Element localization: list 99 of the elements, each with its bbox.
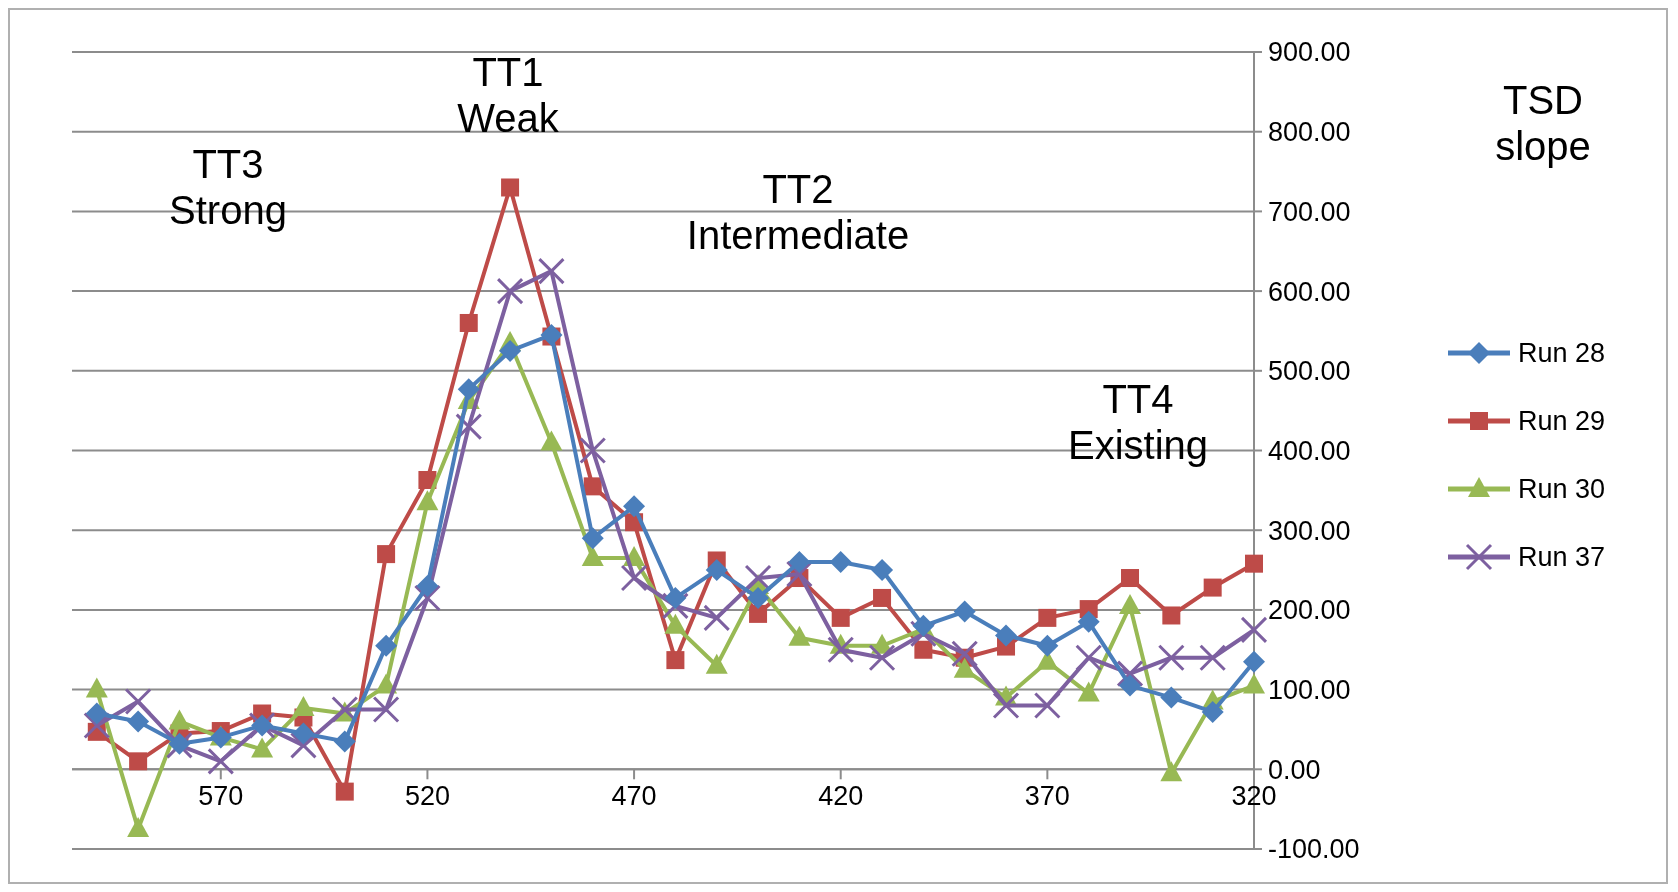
- point: [749, 604, 768, 623]
- legend-label: Run 28: [1518, 338, 1606, 369]
- point: [459, 313, 478, 332]
- point: [705, 653, 728, 674]
- point: [664, 613, 687, 634]
- y-tick-label: 200.00: [1268, 595, 1351, 626]
- point: [829, 551, 852, 574]
- point: [537, 257, 565, 285]
- point: [666, 651, 685, 670]
- point: [953, 600, 976, 623]
- point: [375, 634, 398, 657]
- point: [831, 608, 850, 627]
- point: [1199, 644, 1227, 672]
- y-tick-label: 300.00: [1268, 515, 1351, 546]
- legend-label: Run 29: [1518, 406, 1606, 437]
- point: [1162, 606, 1181, 625]
- point: [871, 559, 894, 582]
- point: [416, 490, 439, 511]
- point: [1240, 616, 1268, 644]
- point: [664, 586, 687, 609]
- point: [1243, 673, 1265, 694]
- point: [788, 551, 811, 574]
- point: [995, 624, 1018, 647]
- annotation: TT3 Strong: [169, 142, 287, 232]
- point: [457, 378, 480, 401]
- y-tick-label: 100.00: [1268, 675, 1351, 706]
- point: [168, 709, 191, 730]
- point: [372, 696, 400, 724]
- point: [703, 604, 731, 632]
- point: [1203, 578, 1222, 597]
- point: [292, 722, 315, 745]
- point: [292, 695, 315, 716]
- point: [873, 588, 892, 607]
- point: [251, 737, 274, 758]
- legend-label: Run 30: [1518, 474, 1606, 505]
- point: [1157, 644, 1185, 672]
- point: [1077, 681, 1100, 702]
- point: [581, 527, 604, 550]
- point: [953, 657, 976, 678]
- point: [744, 564, 772, 592]
- annotation: TT2 Intermediate: [686, 167, 910, 257]
- x-tick-label: 570: [198, 781, 244, 812]
- point: [129, 752, 148, 771]
- point: [1160, 686, 1183, 709]
- point: [579, 437, 607, 464]
- y-tick-label: 500.00: [1268, 356, 1351, 387]
- point: [85, 677, 108, 698]
- point: [747, 586, 770, 609]
- point: [992, 692, 1020, 720]
- x-tick-label: 470: [611, 781, 657, 812]
- point: [581, 546, 604, 567]
- point: [1121, 569, 1140, 588]
- point: [416, 574, 439, 597]
- legend-label: Run 37: [1518, 542, 1606, 573]
- point: [333, 730, 356, 753]
- point: [583, 477, 602, 496]
- point: [1077, 610, 1100, 633]
- x-tick-label: 420: [818, 781, 864, 812]
- x-tick-label: 370: [1024, 781, 1070, 812]
- point: [788, 625, 811, 646]
- y-tick-label: -100.00: [1268, 834, 1360, 865]
- point: [124, 688, 152, 716]
- point: [951, 640, 979, 668]
- point: [868, 644, 896, 672]
- x-tick-label: 520: [404, 781, 450, 812]
- point: [1160, 761, 1183, 782]
- point: [1119, 593, 1142, 614]
- y-tick-label: 900.00: [1268, 37, 1351, 68]
- point: [1038, 608, 1057, 627]
- annotation: TT1 Weak: [457, 50, 560, 140]
- point: [1119, 674, 1142, 697]
- point: [1245, 554, 1263, 573]
- point: [1033, 692, 1061, 720]
- point: [496, 277, 524, 305]
- point: [85, 702, 108, 725]
- point: [501, 178, 520, 197]
- point: [127, 710, 150, 733]
- annotation: TT4 Existing: [1067, 377, 1209, 467]
- point: [1075, 644, 1103, 672]
- y-tick-label: 800.00: [1268, 117, 1351, 148]
- point: [827, 636, 855, 664]
- y-tick-label: 400.00: [1268, 435, 1351, 466]
- y-axis-title: TSD slope: [1495, 78, 1591, 168]
- y-tick-label: 700.00: [1268, 196, 1351, 227]
- point: [914, 640, 933, 659]
- point: [623, 495, 646, 518]
- y-tick-label: 600.00: [1268, 276, 1351, 307]
- point: [499, 339, 522, 362]
- point: [335, 782, 354, 801]
- point: [331, 696, 359, 724]
- point: [1243, 650, 1265, 673]
- point: [705, 559, 728, 582]
- point: [127, 817, 150, 838]
- point: [377, 545, 396, 564]
- point: [1036, 634, 1059, 657]
- point: [620, 564, 648, 592]
- point: [207, 747, 235, 775]
- point: [540, 430, 563, 451]
- point: [1201, 700, 1224, 723]
